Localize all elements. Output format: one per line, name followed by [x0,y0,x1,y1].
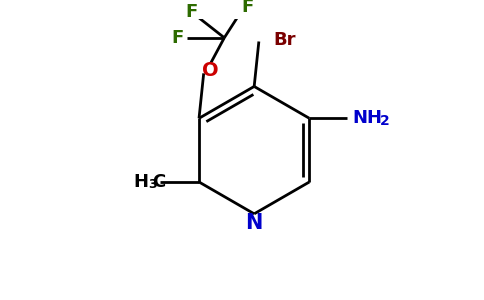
Text: H: H [134,173,149,191]
Text: F: F [171,29,183,47]
Text: 3: 3 [149,178,157,191]
Text: F: F [185,4,197,22]
Text: NH: NH [352,109,382,127]
Text: O: O [202,61,219,80]
Text: C: C [152,173,166,191]
Text: Br: Br [274,31,296,49]
Text: N: N [245,213,263,233]
Text: 2: 2 [379,114,389,128]
Text: F: F [242,0,254,16]
